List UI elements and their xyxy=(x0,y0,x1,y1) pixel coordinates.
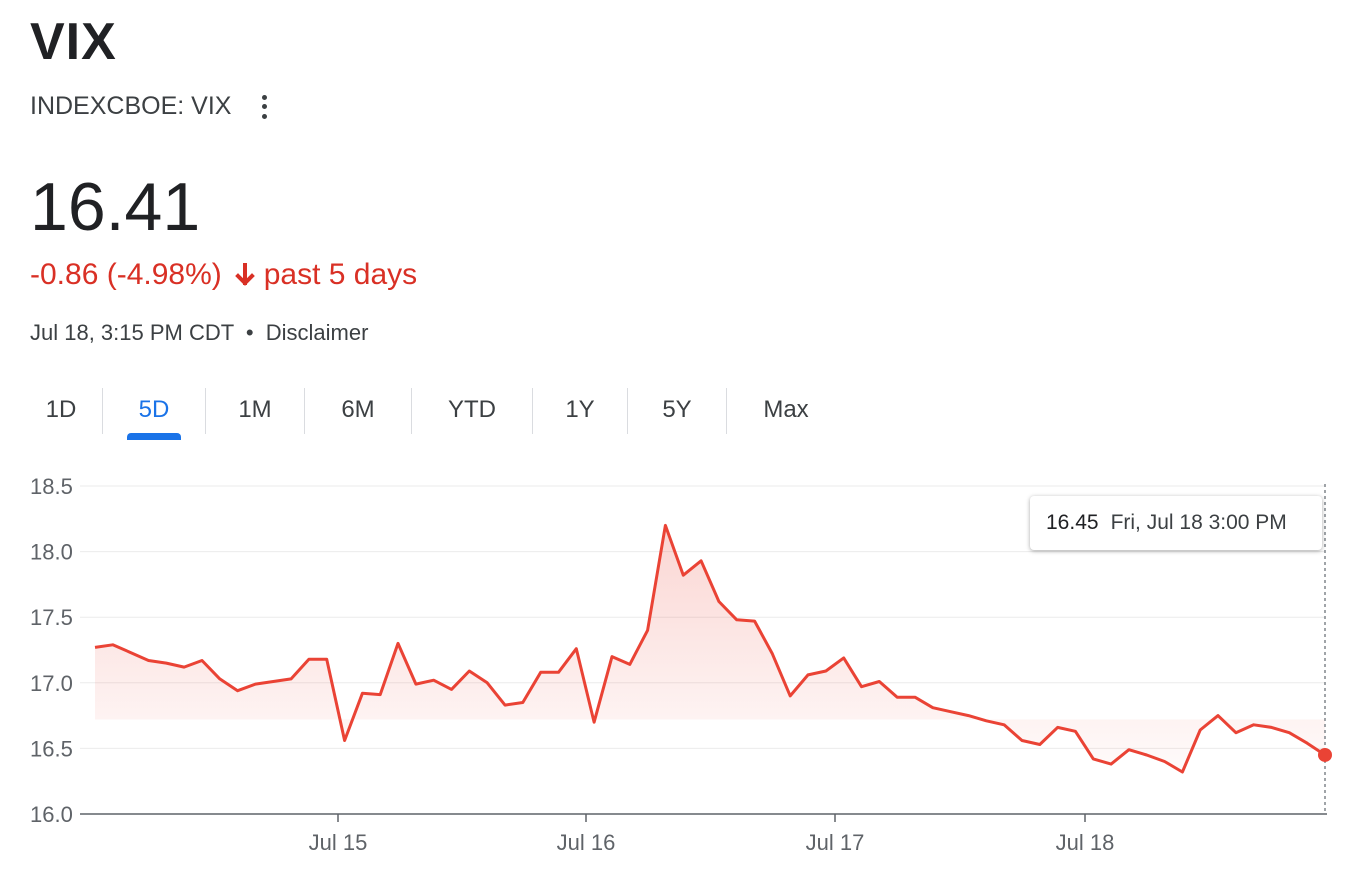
tooltip-value: 16.45 xyxy=(1046,511,1099,534)
current-price: 16.41 xyxy=(30,169,201,245)
price-change: -0.86 (-4.98%) xyxy=(30,258,222,291)
page-title: VIX xyxy=(30,13,117,71)
tab-divider xyxy=(726,388,727,434)
tab-divider xyxy=(627,388,628,434)
tab-5d[interactable]: 5D xyxy=(103,380,205,440)
y-tick-label: 17.0 xyxy=(30,671,73,696)
tab-divider xyxy=(411,388,412,434)
x-tick-label: Jul 18 xyxy=(1056,830,1115,855)
y-tick-label: 16.5 xyxy=(30,736,73,761)
hover-point xyxy=(1318,747,1332,762)
timestamp-row: Jul 18, 3:15 PM CDT • Disclaimer xyxy=(30,320,368,346)
series-line xyxy=(94,523,1326,774)
change-period: past 5 days xyxy=(263,258,418,291)
price-change-row: -0.86 (-4.98%) past 5 days xyxy=(30,258,417,292)
separator: • xyxy=(245,320,254,345)
hover-tooltip: 16.45 Fri, Jul 18 3:00 PM xyxy=(1030,496,1322,550)
tab-ytd[interactable]: YTD xyxy=(448,396,496,423)
more-vert-icon[interactable] xyxy=(257,93,271,121)
y-tick-label: 18.5 xyxy=(30,474,73,499)
tab-divider xyxy=(304,388,305,434)
timestamp: Jul 18, 3:15 PM CDT xyxy=(30,320,234,345)
x-tick-label: Jul 16 xyxy=(557,830,616,855)
ticker-row: INDEXCBOE: VIX xyxy=(30,92,271,121)
tab-divider xyxy=(205,388,206,434)
tab-6m[interactable]: 6M xyxy=(341,396,375,423)
y-tick-label: 16.0 xyxy=(30,802,73,827)
disclaimer-link[interactable]: Disclaimer xyxy=(265,320,369,345)
arrow-down-icon xyxy=(234,263,255,286)
price-chart[interactable]: 18.5 18.0 17.5 17.0 16.5 16.0 Jul 15 Jul 16 Jul … xyxy=(0,460,1346,870)
y-tick-label: 18.0 xyxy=(30,540,73,565)
tab-divider xyxy=(532,388,533,434)
y-tick-label: 17.5 xyxy=(30,605,73,630)
tab-max[interactable]: Max xyxy=(763,396,809,423)
tab-1y[interactable]: 1Y xyxy=(565,396,595,423)
range-tabs: 1D 5D 1M 6M YTD 1Y 5Y Max xyxy=(20,380,845,442)
x-tick-label: Jul 17 xyxy=(806,830,865,855)
tab-1m[interactable]: 1M xyxy=(238,396,272,423)
tab-1d[interactable]: 1D xyxy=(45,396,77,423)
series-area xyxy=(95,525,1325,772)
tooltip-date: Fri, Jul 18 3:00 PM xyxy=(1110,511,1287,534)
ticker-symbol: INDEXCBOE: VIX xyxy=(30,92,232,120)
x-tick-label: Jul 15 xyxy=(309,830,368,855)
tab-5y[interactable]: 5Y xyxy=(662,396,692,423)
